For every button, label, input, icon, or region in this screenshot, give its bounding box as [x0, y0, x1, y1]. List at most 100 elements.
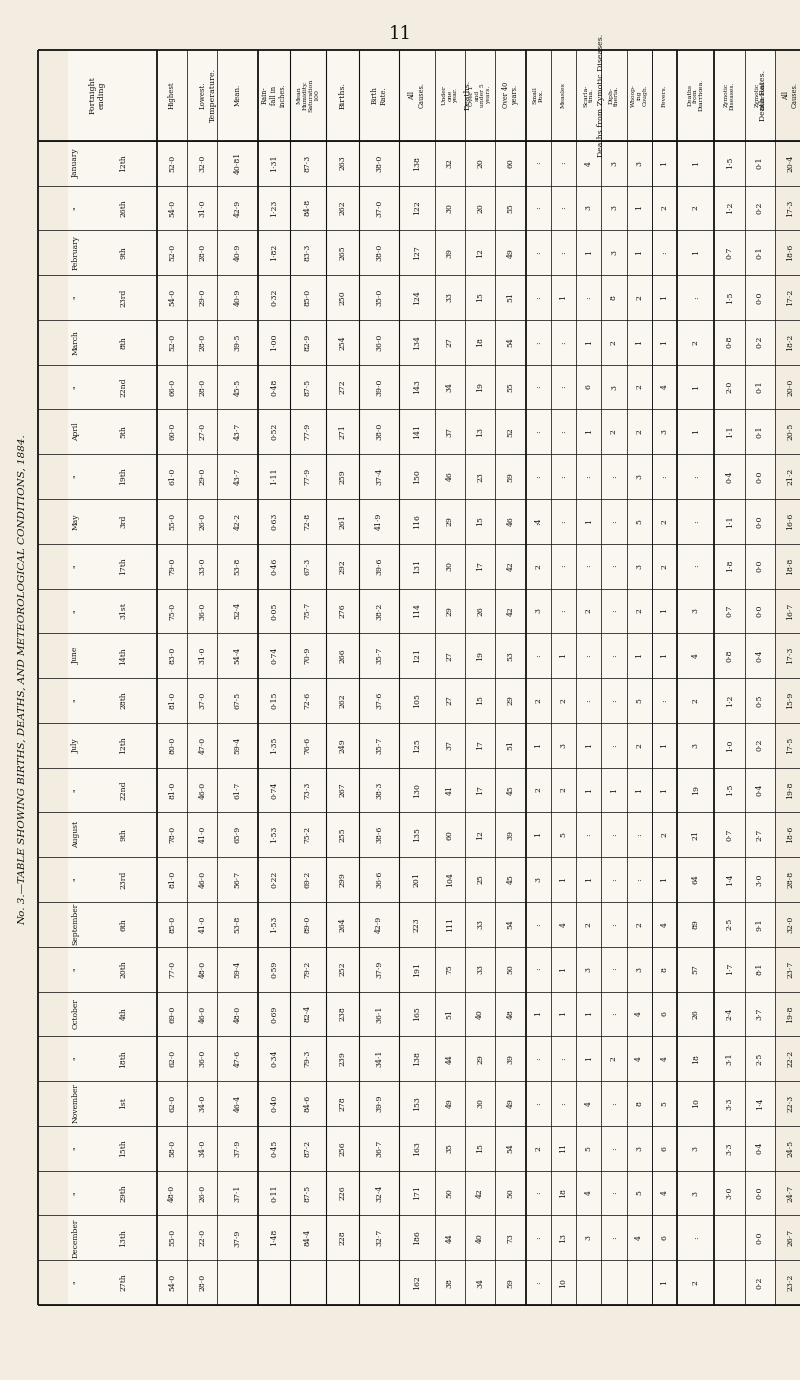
- Text: 29: 29: [476, 1054, 484, 1064]
- Text: 1: 1: [692, 385, 700, 389]
- Text: :: :: [585, 834, 593, 836]
- Text: 39·5: 39·5: [234, 334, 242, 351]
- Text: 60: 60: [446, 829, 454, 840]
- Text: 1·2: 1·2: [726, 694, 734, 707]
- Text: Mean
Humidity.
Saturation
100: Mean Humidity. Saturation 100: [297, 79, 319, 112]
- Text: 130: 130: [413, 782, 421, 798]
- Text: 1·4: 1·4: [756, 1097, 764, 1110]
- Text: ": ": [72, 1057, 80, 1060]
- Text: ": ": [72, 206, 80, 210]
- Text: August: August: [72, 821, 80, 849]
- Text: 32·7: 32·7: [375, 1230, 383, 1246]
- Text: 83·3: 83·3: [304, 244, 312, 261]
- Text: 11: 11: [559, 1143, 567, 1154]
- Text: 39: 39: [506, 829, 514, 840]
- Text: :: :: [534, 1057, 542, 1060]
- Text: 35: 35: [446, 1144, 454, 1154]
- Text: 1·4: 1·4: [726, 874, 734, 886]
- Text: 264: 264: [338, 918, 346, 932]
- Text: 4: 4: [692, 653, 700, 658]
- Text: 4: 4: [585, 1191, 593, 1195]
- Text: 12th: 12th: [119, 155, 127, 172]
- Text: 48·0: 48·0: [168, 1184, 176, 1202]
- Text: 138: 138: [413, 1052, 421, 1067]
- Text: 4: 4: [661, 1191, 669, 1195]
- Text: 77·9: 77·9: [304, 424, 312, 440]
- Text: 39·6: 39·6: [375, 558, 383, 575]
- Text: September: September: [72, 904, 80, 945]
- Text: 3: 3: [585, 1235, 593, 1241]
- Text: 1: 1: [661, 609, 669, 614]
- Text: Fortnight
ending: Fortnight ending: [89, 76, 106, 115]
- Text: :: :: [534, 385, 542, 388]
- Text: :: :: [610, 610, 618, 613]
- Text: 76·6: 76·6: [304, 737, 312, 753]
- Text: 0·1: 0·1: [756, 247, 764, 259]
- Text: 0·0: 0·0: [756, 604, 764, 617]
- Text: 0·2: 0·2: [756, 337, 764, 348]
- Text: 13: 13: [559, 1232, 567, 1243]
- Text: 15: 15: [476, 293, 484, 302]
- Text: 1: 1: [635, 339, 643, 345]
- Text: 3: 3: [610, 250, 618, 255]
- Text: 85·0: 85·0: [304, 288, 312, 306]
- Text: 41·0: 41·0: [198, 827, 206, 843]
- Text: 2: 2: [534, 698, 542, 702]
- Text: 22nd: 22nd: [119, 780, 127, 800]
- Text: :: :: [692, 297, 700, 298]
- Text: 42·9: 42·9: [234, 199, 242, 217]
- Text: 4: 4: [585, 160, 593, 166]
- Text: 2: 2: [635, 295, 643, 299]
- Text: December: December: [72, 1219, 80, 1257]
- Text: 54: 54: [506, 1144, 514, 1154]
- Text: 67·3: 67·3: [304, 558, 312, 574]
- Text: 171: 171: [413, 1185, 421, 1201]
- Text: 84·8: 84·8: [304, 199, 312, 217]
- Text: 27th: 27th: [119, 1274, 127, 1292]
- Text: 36·0: 36·0: [375, 334, 383, 351]
- Polygon shape: [68, 50, 775, 1305]
- Text: 59: 59: [506, 472, 514, 482]
- Text: ": ": [72, 1191, 80, 1195]
- Text: 3·7: 3·7: [756, 1007, 764, 1020]
- Text: 17: 17: [476, 740, 484, 751]
- Text: :: :: [534, 251, 542, 254]
- Text: 131: 131: [413, 559, 421, 574]
- Text: :: :: [559, 520, 567, 523]
- Text: 0·2: 0·2: [756, 201, 764, 214]
- Text: 39·9: 39·9: [375, 1094, 383, 1112]
- Text: 38·0: 38·0: [375, 244, 383, 261]
- Text: 0·40: 0·40: [270, 1094, 278, 1112]
- Text: 2: 2: [585, 922, 593, 927]
- Text: 3: 3: [610, 385, 618, 389]
- Text: 0·0: 0·0: [756, 291, 764, 304]
- Text: 29th: 29th: [119, 1184, 127, 1202]
- Text: 1: 1: [585, 742, 593, 748]
- Text: 87·3: 87·3: [304, 155, 312, 171]
- Text: 17: 17: [476, 562, 484, 571]
- Text: 1·8: 1·8: [726, 560, 734, 573]
- Text: 0·8: 0·8: [726, 337, 734, 348]
- Text: 41·0: 41·0: [198, 916, 206, 933]
- Text: Lowest.: Lowest.: [198, 81, 206, 109]
- Text: 17: 17: [476, 785, 484, 795]
- Text: 249: 249: [338, 738, 346, 752]
- Text: 80·0: 80·0: [168, 737, 176, 753]
- Text: 3: 3: [585, 966, 593, 972]
- Text: 0·4: 0·4: [756, 650, 764, 662]
- Text: 1·5: 1·5: [726, 784, 734, 796]
- Text: All
Causes.: All Causes.: [782, 83, 798, 109]
- Text: 292: 292: [338, 559, 346, 574]
- Text: 38·0: 38·0: [375, 155, 383, 171]
- Text: 33: 33: [476, 919, 484, 929]
- Text: :: :: [534, 341, 542, 344]
- Text: Over 1
and
under 5
years.: Over 1 and under 5 years.: [469, 83, 491, 108]
- Text: 1·23: 1·23: [270, 199, 278, 217]
- Text: 55·0: 55·0: [168, 1230, 176, 1246]
- Text: 19: 19: [692, 785, 700, 795]
- Text: 18: 18: [692, 1054, 700, 1064]
- Text: 2·7: 2·7: [756, 828, 764, 840]
- Text: ": ": [72, 295, 80, 299]
- Text: 50: 50: [506, 1188, 514, 1198]
- Text: 49: 49: [446, 1098, 454, 1108]
